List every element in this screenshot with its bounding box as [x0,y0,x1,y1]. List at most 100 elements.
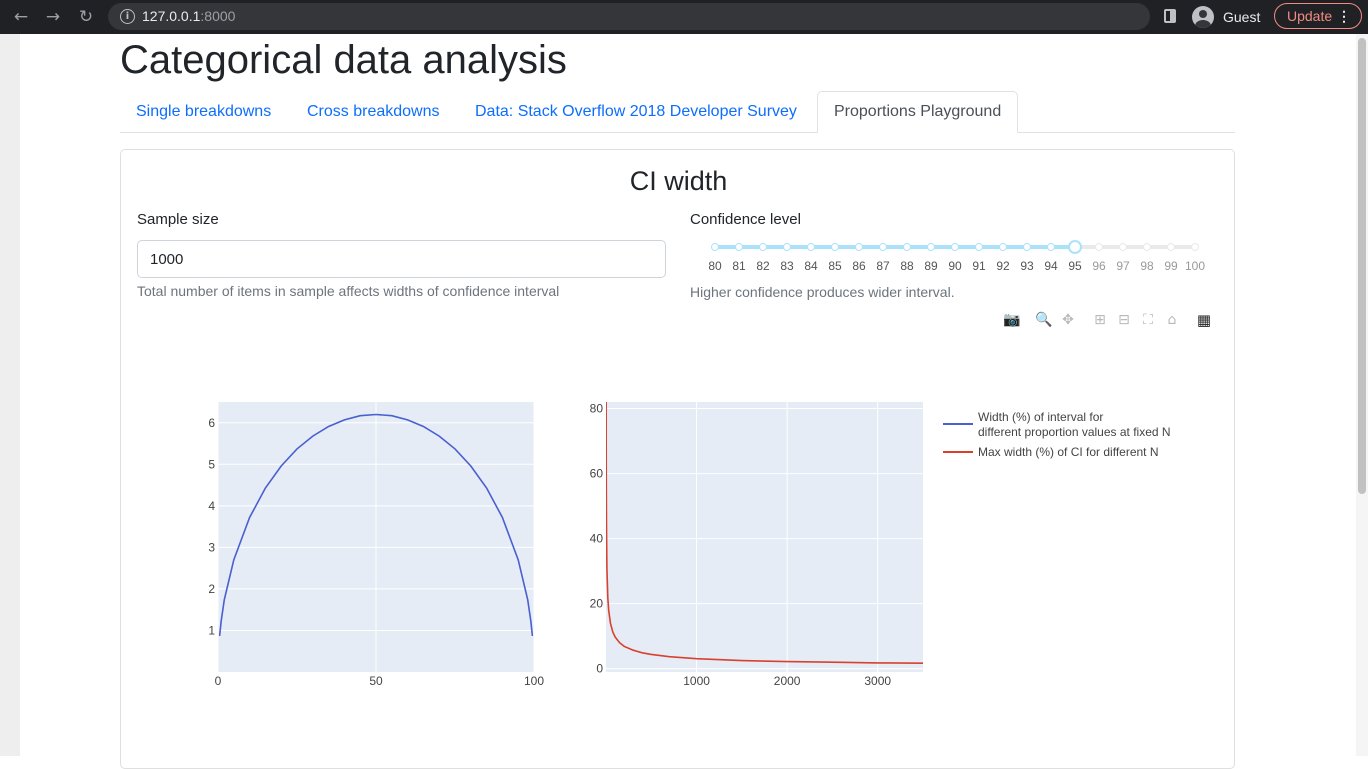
address-bar[interactable]: i 127.0.0.1:8000 [108,3,1150,30]
y-tick-label: 6 [208,416,215,430]
sample-size-label: Sample size [137,211,219,228]
browser-toolbar: ← → ↻ i 127.0.0.1:8000 Guest Update ⋮ [0,0,1368,34]
slider-dot[interactable] [999,243,1007,251]
url-port: :8000 [200,8,236,24]
y-tick-label: 5 [208,457,215,471]
slider-mark-label[interactable]: 82 [756,259,770,273]
slider-mark-label[interactable]: 86 [852,259,866,273]
slider-dot[interactable] [1023,243,1031,251]
slider-dot[interactable] [951,243,959,251]
confidence-level-slider[interactable]: 80 81 82 83 84 85 86 87 88 89 90 91 92 93 94 95 96 97 98 99… [691,236,1205,276]
profile-label: Guest [1223,9,1261,25]
scrollbar-thumb[interactable] [1358,38,1366,494]
x-tick-label: 50 [369,674,383,688]
slider-dot[interactable] [927,243,935,251]
slider-mark-label[interactable]: 95 [1068,259,1082,273]
tab-data-survey[interactable]: Data: Stack Overflow 2018 Developer Surv… [475,103,797,120]
confidence-level-help: Higher confidence produces wider interva… [690,284,955,300]
slider-mark-label[interactable]: 99 [1164,259,1178,273]
slider-mark-label[interactable]: 97 [1116,259,1130,273]
tab-cross-breakdowns[interactable]: Cross breakdowns [307,103,440,120]
slider-handle[interactable] [1068,240,1082,254]
left-gutter [0,34,20,756]
slider-mark-label[interactable]: 80 [708,259,722,273]
legend-entry: Max width (%) of CI for different N [978,445,1159,459]
slider-mark-label[interactable]: 92 [996,259,1010,273]
side-panel-icon[interactable] [1164,9,1176,23]
slider-dot[interactable] [783,243,791,251]
forward-arrow-icon[interactable]: → [45,7,61,27]
slider-mark-label[interactable]: 90 [948,259,962,273]
y-tick-label: 1 [208,623,215,637]
reload-icon[interactable]: ↻ [78,7,94,27]
slider-mark-label[interactable]: 84 [804,259,818,273]
plotly-logo-icon[interactable]: ▦ [1196,311,1212,329]
slider-dot[interactable] [1143,243,1151,251]
pan-icon[interactable]: ✥ [1062,312,1074,328]
zoom-out-icon[interactable]: ⊟ [1118,312,1130,328]
slider-mark-label[interactable]: 100 [1184,259,1206,273]
slider-mark-label[interactable]: 87 [876,259,890,273]
sample-size-input[interactable] [137,240,666,278]
autoscale-icon[interactable]: ⛶ [1143,312,1153,328]
update-button[interactable]: Update ⋮ [1274,3,1362,29]
slider-dot[interactable] [903,243,911,251]
slider-mark-label[interactable]: 88 [900,259,914,273]
back-arrow-icon[interactable]: ← [13,7,29,27]
slider-dot[interactable] [807,243,815,251]
legend-entry: Width (%) of interval for different propo… [978,410,1171,439]
tab-proportions-playground[interactable]: Proportions Playground [817,91,1019,133]
slider-dot[interactable] [1191,243,1199,251]
slider-mark-label[interactable]: 94 [1044,259,1058,273]
slider-mark-label[interactable]: 98 [1140,259,1154,273]
slider-track [715,245,1075,249]
guest-avatar-icon [1192,6,1214,28]
slider-dot[interactable] [1047,243,1055,251]
y-tick-label: 0 [596,662,603,676]
x-tick-label: 3000 [864,674,891,688]
legend-entry-line: Width (%) of interval for [978,410,1103,424]
x-tick-label: 100 [524,674,544,688]
tab-single-breakdowns[interactable]: Single breakdowns [136,103,272,120]
slider-mark-label[interactable]: 91 [972,259,986,273]
page-scrollbar[interactable] [1356,34,1368,756]
slider-mark-label[interactable]: 85 [828,259,842,273]
legend-entry-line: different proportion values at fixed N [978,425,1171,439]
slider-dot[interactable] [711,243,719,251]
slider-dot[interactable] [831,243,839,251]
update-label: Update [1287,8,1333,24]
y-tick-label: 40 [590,532,604,546]
slider-dot[interactable] [1119,243,1127,251]
slider-dot[interactable] [1167,243,1175,251]
zoom-in-icon[interactable]: ⊞ [1094,312,1106,328]
plot-area [606,402,923,672]
url-text[interactable]: 127.0.0.1:8000 [142,8,235,24]
slider-dot[interactable] [879,243,887,251]
zoom-icon[interactable]: 🔍 [1035,312,1053,328]
page-title: Categorical data analysis [120,38,567,82]
reset-axes-icon[interactable]: ⌂ [1167,312,1177,328]
camera-icon[interactable]: 📷 [1003,312,1021,328]
x-tick-label: 2000 [774,674,801,688]
site-info-icon[interactable]: i [120,9,135,24]
slider-dot[interactable] [759,243,767,251]
slider-mark-label[interactable]: 93 [1020,259,1034,273]
slider-mark-label[interactable]: 89 [924,259,938,273]
slider-dot[interactable] [855,243,863,251]
y-tick-label: 60 [590,467,604,481]
y-tick-label: 3 [208,540,215,554]
slider-mark-label[interactable]: 96 [1092,259,1106,273]
y-tick-label: 2 [208,582,215,596]
slider-mark-label[interactable]: 81 [732,259,746,273]
slider-dot[interactable] [1095,243,1103,251]
url-host: 127.0.0.1 [142,8,201,24]
slider-dot[interactable] [975,243,983,251]
slider-dot[interactable] [735,243,743,251]
slider-mark-label[interactable]: 83 [780,259,794,273]
series-line [218,413,534,636]
confidence-level-label: Confidence level [690,211,801,228]
card-title: CI width [629,166,728,196]
ci-width-card: CI width Sample size Total number of ite… [120,149,1235,769]
menu-dots-icon: ⋮ [1337,8,1351,24]
